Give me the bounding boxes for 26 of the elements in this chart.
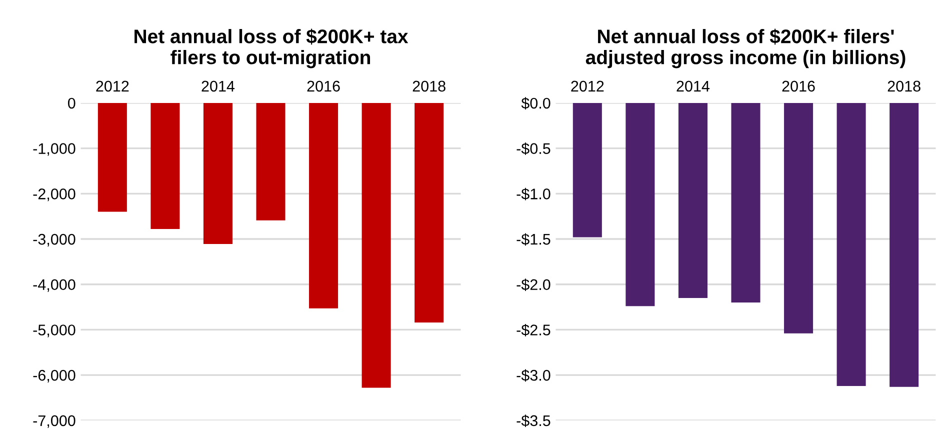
x-tick-label: 2014 — [676, 80, 710, 92]
x-tick-label: 2014 — [202, 80, 235, 92]
y-tick-label: -1,000 — [33, 143, 76, 156]
y-tick-label: -$3.0 — [516, 369, 550, 382]
y-tick-label: -$0.5 — [516, 142, 550, 155]
x-tick-label: 2012 — [571, 80, 604, 92]
x-tick-label: 2018 — [888, 80, 920, 92]
y-tick-label: -$2.0 — [516, 278, 550, 291]
chart-title: Net annual loss of $200K+ filers' adjusted gross income (in billions) — [586, 28, 906, 68]
y-tick-label: -$1.5 — [516, 233, 550, 246]
y-tick-label: -4,000 — [33, 279, 76, 292]
chart-title: Net annual loss of $200K+ tax filers to out-migration — [134, 28, 408, 68]
y-tick-label: $0.0 — [521, 97, 550, 110]
x-tick-label: 2018 — [412, 80, 446, 92]
y-tick-label: -$1.0 — [516, 188, 550, 200]
y-tick-label: -7,000 — [33, 415, 76, 428]
x-tick-label: 2016 — [782, 80, 815, 92]
y-tick-label: -$2.5 — [516, 324, 550, 336]
x-tick-label: 2016 — [307, 80, 340, 92]
y-tick-label: -2,000 — [33, 188, 76, 202]
y-tick-label: 0 — [68, 98, 76, 109]
y-tick-label: -6,000 — [33, 370, 76, 383]
y-tick-label: -$3.5 — [516, 414, 550, 428]
x-tick-label: 2012 — [96, 80, 129, 92]
y-tick-label: -3,000 — [33, 234, 76, 247]
y-tick-label: -5,000 — [33, 324, 76, 338]
